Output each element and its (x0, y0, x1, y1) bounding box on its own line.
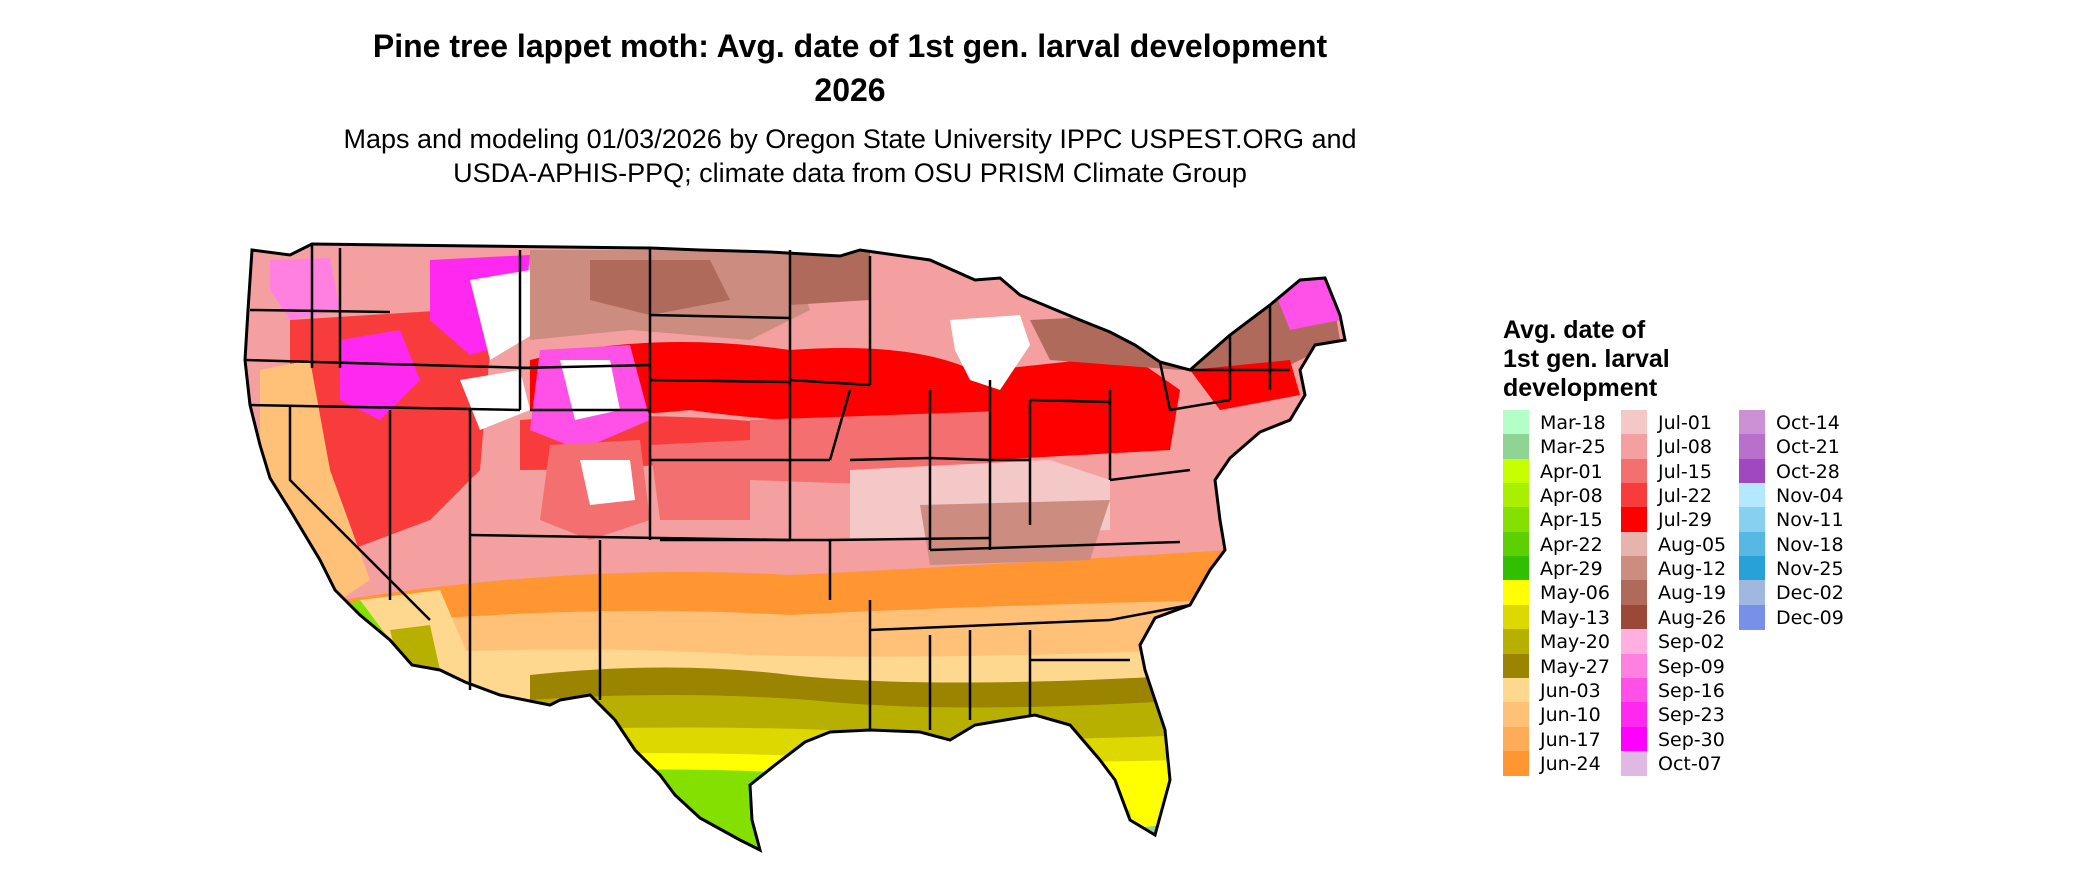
legend-label: Aug-05 (1658, 533, 1727, 556)
legend-label: Jul-15 (1658, 460, 1712, 483)
legend-swatch (1739, 458, 1765, 484)
map-subtitle: Maps and modeling 01/03/2026 by Oregon S… (180, 122, 1520, 190)
legend-label: Sep-23 (1658, 704, 1725, 727)
legend-swatch (1503, 653, 1529, 679)
legend-swatch (1503, 677, 1529, 703)
legend-label: Aug-19 (1658, 582, 1727, 605)
legend-label: May-20 (1540, 631, 1610, 654)
legend-label: Jul-01 (1658, 412, 1712, 434)
legend-label: Dec-02 (1776, 582, 1844, 605)
legend-swatch (1621, 410, 1647, 435)
legend-swatch (1621, 458, 1647, 484)
legend-label: Jul-29 (1658, 509, 1712, 532)
legend-label: Jun-17 (1540, 728, 1601, 751)
legend-label: Nov-04 (1776, 485, 1844, 508)
legend-swatch (1503, 531, 1529, 557)
legend-label: Oct-28 (1776, 460, 1840, 483)
legend-swatch (1621, 604, 1647, 630)
legend-label: Dec-09 (1776, 606, 1844, 629)
legend-label: Apr-29 (1540, 558, 1603, 581)
legend-title-line2: 1st gen. larval (1503, 345, 1670, 373)
legend-swatch (1503, 458, 1529, 484)
legend-label: Jul-22 (1658, 485, 1712, 508)
legend-label: Jun-03 (1540, 679, 1601, 702)
legend-swatch (1503, 434, 1529, 460)
legend-swatch (1621, 483, 1647, 509)
legend-swatch (1739, 556, 1765, 582)
legend-swatch (1739, 604, 1765, 630)
legend-label: Oct-14 (1776, 412, 1840, 434)
legend-swatch (1621, 653, 1647, 679)
legend-swatch (1621, 629, 1647, 655)
legend-swatch (1739, 410, 1765, 435)
legend-swatch (1621, 556, 1647, 582)
legend-title-line3: development (1503, 374, 1658, 402)
legend-label: Jun-24 (1540, 752, 1601, 775)
legend-title: Avg. date of 1st gen. larval development (1503, 316, 1670, 403)
legend-label: Oct-21 (1776, 436, 1840, 459)
legend-label: Mar-25 (1540, 436, 1606, 459)
legend-label: Sep-09 (1658, 655, 1725, 678)
legend-swatch (1739, 531, 1765, 557)
legend-label: Nov-18 (1776, 533, 1844, 556)
legend-swatch (1739, 483, 1765, 509)
legend-title-line1: Avg. date of (1503, 316, 1646, 344)
legend-label: Apr-15 (1540, 509, 1603, 532)
legend-swatch (1621, 434, 1647, 460)
legend-swatch (1739, 434, 1765, 460)
legend-label: Oct-07 (1658, 752, 1722, 775)
legend-label: Jun-10 (1540, 704, 1601, 727)
legend-swatch (1621, 702, 1647, 728)
legend-swatch (1503, 750, 1529, 776)
legend-swatch (1621, 677, 1647, 703)
legend-label: Apr-08 (1540, 485, 1603, 508)
map-subtitle-line1: Maps and modeling 01/03/2026 by Oregon S… (343, 124, 1357, 154)
legend-swatch (1739, 580, 1765, 606)
legend-swatch (1503, 410, 1529, 435)
legend-swatch (1503, 604, 1529, 630)
legend-label: Aug-12 (1658, 558, 1727, 581)
legend-swatch (1621, 531, 1647, 557)
map-title-line1: Pine tree lappet moth: Avg. date of 1st … (372, 28, 1328, 64)
legend-label: May-27 (1540, 655, 1610, 678)
legend-swatch (1503, 580, 1529, 606)
legend-swatch (1503, 702, 1529, 728)
legend-swatch (1739, 507, 1765, 533)
legend-swatch (1503, 726, 1529, 752)
legend-swatch (1503, 507, 1529, 533)
legend-label: Sep-02 (1658, 631, 1725, 654)
legend-swatch (1621, 580, 1647, 606)
legend-label: Sep-30 (1658, 728, 1725, 751)
legend-label: May-13 (1540, 606, 1610, 629)
legend-label: Sep-16 (1658, 679, 1725, 702)
legend-swatch (1503, 556, 1529, 582)
legend-label: Apr-01 (1540, 460, 1603, 483)
legend-label: Nov-11 (1776, 509, 1844, 532)
us-degree-day-map (243, 242, 1347, 853)
legend-swatch (1503, 629, 1529, 655)
map-subtitle-line2: USDA-APHIS-PPQ; climate data from OSU PR… (453, 158, 1247, 188)
legend-label: Mar-18 (1540, 412, 1606, 434)
legend-label: Nov-25 (1776, 558, 1844, 581)
legend-label: Jul-08 (1658, 436, 1712, 459)
legend-swatch (1621, 750, 1647, 776)
legend-swatch (1503, 483, 1529, 509)
map-title: Pine tree lappet moth: Avg. date of 1st … (180, 24, 1520, 112)
legend-swatch (1621, 507, 1647, 533)
legend-label: May-06 (1540, 582, 1610, 605)
legend-label: Apr-22 (1540, 533, 1603, 556)
legend-label: Aug-26 (1658, 606, 1727, 629)
legend-swatch (1621, 726, 1647, 752)
map-title-line2: 2026 (814, 72, 886, 108)
